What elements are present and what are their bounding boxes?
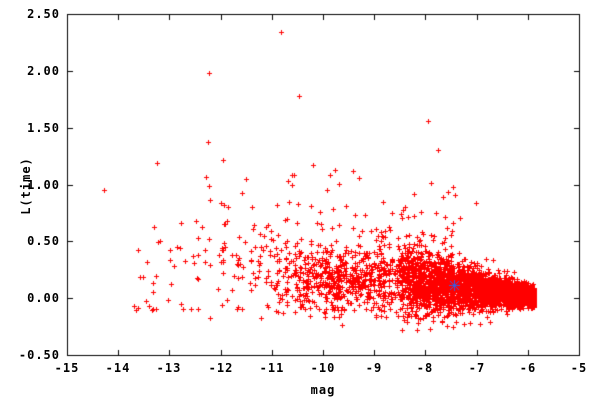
x-tick-label: -14 <box>105 361 131 375</box>
y-tick-label: 1.50 <box>27 121 60 135</box>
x-tick-label: -10 <box>310 361 336 375</box>
x-tick-label: -6 <box>519 361 537 375</box>
y-tick-label: 2.00 <box>27 64 60 78</box>
y-tick-label: 2.50 <box>27 7 60 21</box>
y-tick-label: 0.00 <box>27 291 60 305</box>
x-tick-label: -11 <box>259 361 285 375</box>
x-tick-label: -15 <box>54 361 80 375</box>
y-tick-label: 0.50 <box>27 234 60 248</box>
y-tick-label: 1.00 <box>27 178 60 192</box>
x-tick-label: -8 <box>416 361 434 375</box>
x-axis-title: mag <box>310 383 336 397</box>
x-tick-label: -12 <box>208 361 234 375</box>
x-tick-label: -5 <box>570 361 588 375</box>
x-tick-label: -7 <box>468 361 486 375</box>
y-tick-label: -0.50 <box>18 348 60 362</box>
x-tick-label: -13 <box>156 361 182 375</box>
x-tick-label: -9 <box>365 361 383 375</box>
